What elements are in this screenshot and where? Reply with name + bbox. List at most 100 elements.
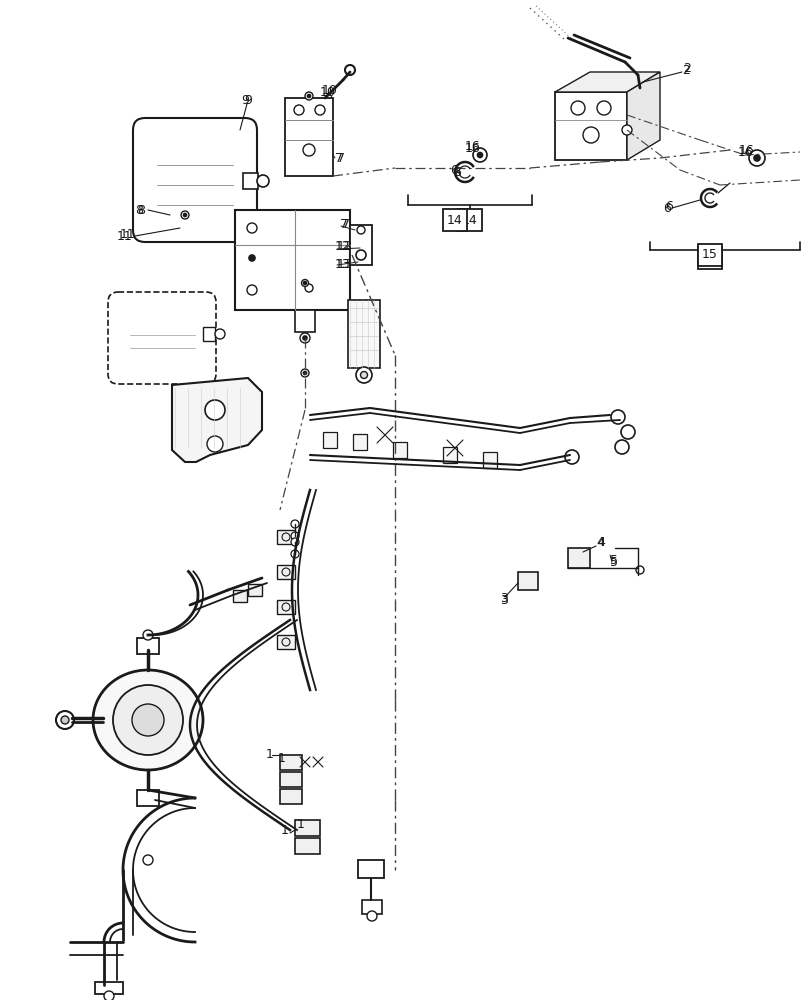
Circle shape	[56, 711, 74, 729]
Circle shape	[143, 855, 153, 865]
Bar	[443, 447, 457, 463]
Text: 14: 14	[462, 214, 478, 227]
Text: 16: 16	[465, 140, 481, 153]
Circle shape	[303, 336, 307, 340]
Circle shape	[291, 532, 299, 540]
Bar	[362, 900, 382, 914]
Bar	[277, 530, 295, 544]
Circle shape	[282, 638, 290, 646]
Circle shape	[622, 125, 632, 135]
Bar	[353, 434, 367, 450]
Circle shape	[303, 144, 315, 156]
Circle shape	[304, 371, 306, 374]
Text: 1: 1	[278, 752, 286, 764]
Text: 16: 16	[465, 141, 481, 154]
Text: 3: 3	[500, 593, 508, 606]
Bar	[277, 635, 295, 649]
Text: 5: 5	[610, 556, 618, 568]
Bar	[233, 590, 247, 602]
Text: 11: 11	[117, 230, 133, 242]
Circle shape	[301, 279, 309, 286]
FancyBboxPatch shape	[133, 118, 257, 242]
Circle shape	[360, 371, 368, 378]
Circle shape	[621, 425, 635, 439]
Circle shape	[183, 214, 187, 217]
Circle shape	[301, 369, 309, 377]
Circle shape	[345, 65, 355, 75]
Circle shape	[300, 333, 310, 343]
Circle shape	[308, 95, 310, 98]
Circle shape	[291, 520, 299, 528]
Circle shape	[611, 410, 625, 424]
Text: 1: 1	[281, 824, 289, 836]
Text: 16: 16	[738, 145, 754, 158]
Bar	[280, 772, 302, 787]
Circle shape	[257, 175, 269, 187]
Circle shape	[367, 911, 377, 921]
Circle shape	[571, 101, 585, 115]
Bar	[358, 860, 384, 878]
Bar	[280, 755, 302, 770]
Text: 9: 9	[241, 94, 249, 106]
Polygon shape	[172, 378, 262, 462]
Bar	[137, 638, 159, 654]
Text: 3: 3	[500, 591, 508, 604]
Circle shape	[357, 226, 365, 234]
Circle shape	[473, 148, 487, 162]
Circle shape	[282, 533, 290, 541]
Bar	[277, 600, 295, 614]
Circle shape	[749, 150, 765, 166]
Circle shape	[304, 282, 306, 284]
Circle shape	[61, 716, 69, 724]
Bar	[235, 210, 350, 310]
Text: 6: 6	[663, 202, 671, 215]
Text: 4: 4	[596, 536, 604, 550]
Text: 13: 13	[337, 257, 353, 270]
Text: 10: 10	[322, 85, 338, 98]
Bar	[95, 982, 123, 994]
Circle shape	[305, 92, 313, 100]
Text: 7: 7	[337, 151, 345, 164]
Circle shape	[113, 685, 183, 755]
Text: 15: 15	[702, 251, 718, 264]
Circle shape	[132, 704, 164, 736]
Bar	[568, 548, 590, 568]
Circle shape	[597, 101, 611, 115]
Bar	[248, 584, 262, 596]
Bar	[393, 442, 407, 458]
Text: 2: 2	[683, 62, 691, 75]
Text: 7: 7	[342, 218, 350, 231]
Bar	[555, 92, 627, 160]
Circle shape	[249, 255, 255, 261]
Circle shape	[754, 155, 760, 161]
Bar	[295, 820, 320, 836]
Text: 6: 6	[665, 200, 673, 214]
Text: 8: 8	[137, 204, 145, 217]
Bar	[295, 310, 315, 332]
Bar	[518, 572, 538, 590]
Circle shape	[356, 367, 372, 383]
Bar	[277, 565, 295, 579]
Text: 12: 12	[337, 240, 353, 253]
Bar	[203, 327, 215, 341]
Text: 14: 14	[447, 214, 463, 227]
Text: 16: 16	[739, 143, 755, 156]
Circle shape	[565, 450, 579, 464]
Circle shape	[636, 566, 644, 574]
Circle shape	[291, 550, 299, 558]
Circle shape	[282, 568, 290, 576]
Polygon shape	[555, 72, 660, 92]
Circle shape	[207, 436, 223, 452]
Polygon shape	[627, 72, 660, 160]
Circle shape	[282, 603, 290, 611]
Text: 15: 15	[702, 248, 718, 261]
Bar	[323, 432, 337, 448]
Bar	[137, 790, 159, 806]
Text: 7: 7	[335, 151, 343, 164]
Text: 8: 8	[135, 204, 143, 217]
Text: 9: 9	[244, 94, 252, 106]
Text: 12: 12	[335, 240, 351, 253]
Circle shape	[478, 152, 482, 157]
Text: 4: 4	[597, 536, 605, 550]
Text: 5: 5	[610, 554, 618, 566]
